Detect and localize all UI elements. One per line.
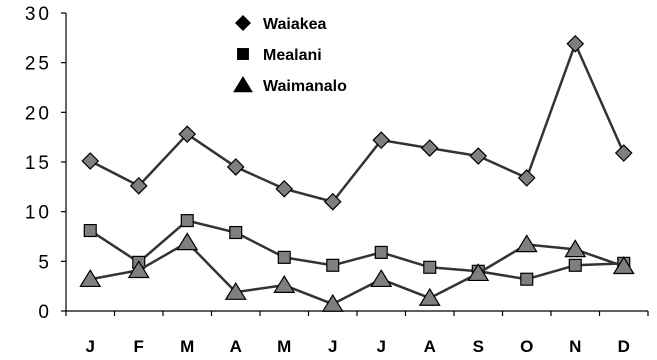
data-point-waiakea: [323, 192, 342, 211]
data-point-waiakea: [517, 169, 536, 187]
legend-label-waimanalo: Waimanalo: [263, 78, 347, 95]
x-tick-label: F: [134, 337, 144, 356]
series-waiakea: [81, 34, 633, 211]
data-point-waimanalo: [515, 234, 538, 253]
x-tick-label: N: [569, 337, 581, 356]
data-point-mealani: [180, 214, 194, 228]
series-line-waiakea: [89, 42, 625, 203]
series: [79, 34, 635, 312]
y-tick-label: 20: [25, 103, 52, 124]
x-tick-label: O: [520, 337, 533, 356]
x-tick-label: M: [180, 337, 194, 356]
legend-symbol-mealani: [237, 48, 249, 60]
data-point-waiakea: [614, 144, 633, 162]
legend-label-waiakea: Waiakea: [263, 16, 327, 33]
axes: [65, 13, 648, 312]
y-tick-label: 10: [25, 203, 52, 224]
x-tick-label: S: [473, 337, 484, 356]
legend-symbol-waiakea: [235, 15, 251, 31]
data-point-waimanalo: [418, 287, 441, 306]
x-tick-label: J: [86, 337, 95, 356]
data-point-waimanalo: [467, 263, 490, 282]
x-tick-label: M: [277, 337, 291, 356]
data-point-mealani: [423, 260, 437, 274]
x-tick-label: A: [424, 337, 436, 356]
data-point-waiakea: [372, 131, 391, 149]
data-point-waimanalo: [564, 239, 587, 258]
data-point-waimanalo: [224, 281, 247, 300]
x-tick-label: J: [328, 337, 337, 356]
data-point-waimanalo: [176, 232, 199, 251]
series-mealani: [83, 214, 631, 286]
x-tick-label: D: [618, 337, 630, 356]
x-tick-label: J: [377, 337, 386, 356]
legend-symbol-waimanalo: [233, 76, 253, 93]
y-tick-label: 25: [25, 54, 52, 75]
data-point-waiakea: [178, 125, 197, 144]
data-point-mealani: [229, 225, 243, 240]
data-point-waiakea: [566, 34, 585, 53]
y-tick-label: 5: [38, 252, 52, 273]
data-point-waimanalo: [370, 269, 393, 288]
data-point-waiakea: [275, 179, 294, 198]
data-point-waimanalo: [127, 260, 150, 279]
data-point-waiakea: [420, 139, 439, 157]
y-tick-label: 0: [38, 302, 52, 323]
y-tick-label: 15: [25, 153, 52, 174]
y-tick-label: 30: [25, 4, 52, 25]
series-waimanalo: [79, 232, 635, 312]
data-point-mealani: [568, 258, 582, 272]
data-point-waimanalo: [612, 256, 635, 275]
data-point-mealani: [374, 245, 388, 259]
data-point-mealani: [520, 272, 534, 286]
legend: Waiakea Mealani Waimanalo: [233, 15, 347, 95]
data-point-mealani: [277, 250, 291, 264]
legend-label-mealani: Mealani: [263, 47, 322, 64]
data-point-waiakea: [469, 147, 488, 165]
data-point-waimanalo: [321, 293, 344, 312]
x-tick-label: A: [230, 337, 242, 356]
y-axis-ticks: 0 5 10 15 20 25 30: [25, 4, 66, 323]
series-line-mealani: [89, 219, 624, 281]
data-point-waiakea: [81, 152, 100, 170]
data-point-waiakea: [226, 158, 245, 176]
data-point-waiakea: [129, 176, 148, 195]
data-point-mealani: [83, 223, 97, 238]
data-point-waimanalo: [273, 275, 296, 293]
data-point-waimanalo: [79, 269, 102, 288]
data-point-mealani: [326, 258, 340, 272]
